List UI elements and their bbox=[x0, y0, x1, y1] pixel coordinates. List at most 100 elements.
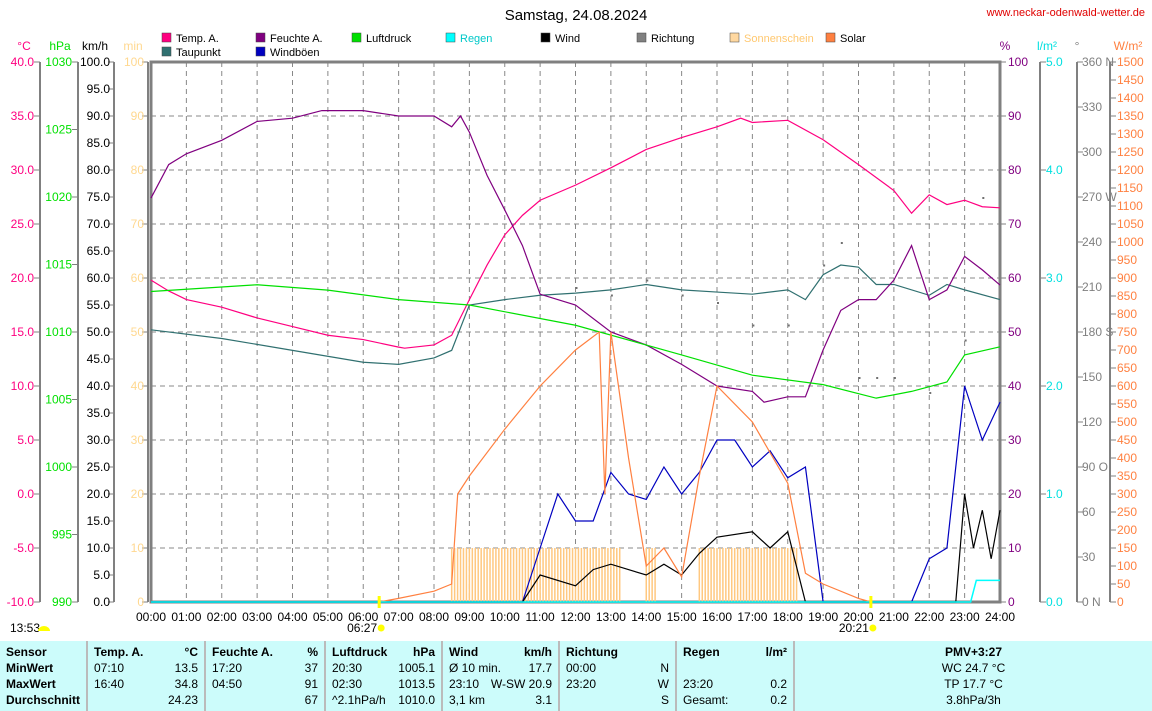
table-cell-pair: 04:50 91 bbox=[212, 676, 318, 692]
axis-tick-label: 1015 bbox=[45, 258, 72, 272]
header-unit: l/m² bbox=[765, 645, 787, 659]
axis-tick-label: 1020 bbox=[45, 190, 72, 204]
axis-tick-label: 4.0 bbox=[1046, 163, 1063, 177]
axis-tick-label: 750 bbox=[1117, 325, 1137, 339]
table-cell-pair: 16:40 34.8 bbox=[94, 676, 198, 692]
table-cell-pair: Gesamt: 0.2 bbox=[683, 692, 787, 708]
axis-tick-label: 1450 bbox=[1117, 73, 1144, 87]
axis-tick-label: 350 bbox=[1117, 469, 1137, 483]
axis-tick-label: 0.0 bbox=[93, 595, 110, 609]
header-unit: km/h bbox=[523, 645, 552, 659]
x-tick-label: 15:00 bbox=[667, 610, 697, 624]
legend-swatch bbox=[161, 32, 172, 43]
series-temp-a- bbox=[150, 117, 1001, 349]
axis-tick-label: 20 bbox=[1008, 487, 1022, 501]
cell-value: 67 bbox=[304, 693, 318, 707]
axis-tick-label: 950 bbox=[1117, 253, 1137, 267]
x-tick-label: 10:00 bbox=[490, 610, 520, 624]
site-url: www.neckar-odenwald-wetter.de bbox=[986, 7, 1145, 19]
table-cell: WC 24.7 °C bbox=[801, 660, 1146, 676]
table-column: Richtung 00:00 N 23:20 W S bbox=[560, 641, 677, 711]
legend-label: Wind bbox=[555, 33, 580, 45]
x-tick-label: 19:00 bbox=[808, 610, 838, 624]
legend-swatch bbox=[161, 46, 172, 57]
x-tick-label: 04:00 bbox=[277, 610, 307, 624]
table-column: PMV+3:27 WC 24.7 °C TP 17.7 °C 3.8hPa/3h bbox=[795, 641, 1152, 711]
axis-tick-label: 200 bbox=[1117, 523, 1137, 537]
cell-value: S bbox=[660, 693, 669, 707]
table-column: Feuchte A.% 17:20 37 04:50 91 67 bbox=[206, 641, 326, 711]
axis-tick-label: 2.0 bbox=[1046, 379, 1063, 393]
direction-point bbox=[681, 294, 684, 297]
axis-tick-label: -5.0 bbox=[13, 541, 34, 555]
axis-tick-label: 55.0 bbox=[87, 298, 111, 312]
axis-tick-label: 1100 bbox=[1117, 199, 1143, 213]
table-cell-pair: 24.23 bbox=[94, 692, 198, 708]
axis-tick-label: 5.0 bbox=[1046, 55, 1063, 69]
axis-tick-label: 30 bbox=[1008, 433, 1022, 447]
axis-tick-label: 3.0 bbox=[1046, 271, 1063, 285]
x-tick-label: 20:00 bbox=[843, 610, 873, 624]
x-tick-label: 23:00 bbox=[950, 610, 980, 624]
legend-label: Taupunkt bbox=[176, 47, 221, 59]
x-tick-label: 16:00 bbox=[702, 610, 732, 624]
axis-tick-label: 800 bbox=[1117, 307, 1137, 321]
legend-swatch bbox=[825, 32, 836, 43]
axis-tick-label: 150 bbox=[1082, 370, 1102, 384]
axis-tick-label: 70 bbox=[1008, 217, 1022, 231]
cell-value: 0.2 bbox=[770, 677, 787, 691]
axis-tick-label: 40 bbox=[131, 379, 145, 393]
x-tick-label: 24:00 bbox=[985, 610, 1015, 624]
direction-point bbox=[982, 197, 985, 199]
sun-half-icon bbox=[38, 626, 50, 631]
header-label: Sensor bbox=[6, 645, 47, 659]
table-cell-pair: 67 bbox=[212, 692, 318, 708]
row-label: MaxWert bbox=[6, 676, 80, 692]
axis-tick-label: 40.0 bbox=[11, 55, 35, 69]
axis-tick-label: 1200 bbox=[1117, 163, 1144, 177]
table-cell-pair: 23:10 W-SW 20.9 bbox=[449, 676, 552, 692]
axis-tick-label: 100 bbox=[124, 55, 144, 69]
direction-point bbox=[717, 302, 719, 304]
legend-label: Feuchte A. bbox=[270, 33, 323, 45]
axis-tick-label: 1400 bbox=[1117, 91, 1144, 105]
direction-point bbox=[823, 264, 826, 267]
table-header: Richtung bbox=[566, 644, 669, 660]
cell-value: Ø 10 min. bbox=[449, 661, 502, 675]
axis-tick-label: 20.0 bbox=[87, 487, 111, 501]
axis-tick-label: 300 bbox=[1117, 487, 1137, 501]
table-cell-pair bbox=[683, 660, 787, 676]
cell-value: N bbox=[660, 661, 669, 675]
axis-tick-label: 30 bbox=[131, 433, 145, 447]
direction-point bbox=[858, 377, 861, 379]
table-header: Feuchte A.% bbox=[212, 644, 318, 660]
cell-value: TP 17.7 °C bbox=[944, 677, 1003, 691]
axis-tick-label: 0 bbox=[1117, 595, 1124, 609]
x-tick-label: 09:00 bbox=[454, 610, 484, 624]
axis-tick-label: 25.0 bbox=[87, 460, 111, 474]
table-cell: TP 17.7 °C bbox=[801, 676, 1146, 692]
direction-point bbox=[646, 279, 649, 282]
row-label-text: MinWert bbox=[6, 661, 54, 675]
table-cell-pair: 23:20 0.2 bbox=[683, 676, 787, 692]
cell-value: 3.8hPa/3h bbox=[946, 693, 1001, 707]
x-tick-label: 05:00 bbox=[313, 610, 343, 624]
axis-tick-label: 50.0 bbox=[87, 325, 111, 339]
table-cell-pair: 17:20 37 bbox=[212, 660, 318, 676]
table-cell: 3.8hPa/3h bbox=[801, 692, 1146, 708]
axis-tick-label: 20.0 bbox=[11, 271, 35, 285]
header-label: Temp. A. bbox=[94, 645, 144, 659]
stats-table: Sensor MinWert MaxWert Durchschnitt Temp. A.… bbox=[0, 641, 1152, 711]
axis-tick-label: 650 bbox=[1117, 361, 1137, 375]
legend-swatch bbox=[351, 32, 362, 43]
daylength-time: 13:53 bbox=[10, 621, 40, 635]
sun-icon bbox=[377, 624, 385, 632]
axis-tick-label: 30.0 bbox=[11, 163, 35, 177]
table-header: Temp. A. °C bbox=[94, 644, 198, 660]
weather-chart: Samstag, 24.08.2024 www.neckar-odenwald-w… bbox=[7, 7, 1145, 635]
series-taupunkt bbox=[150, 264, 1001, 366]
table-header: Wind km/h bbox=[449, 644, 552, 660]
table-cell-pair: 23:20 W bbox=[566, 676, 669, 692]
axis-tick-label: 50 bbox=[1008, 325, 1022, 339]
axis-tick-label: 1025 bbox=[45, 123, 72, 137]
